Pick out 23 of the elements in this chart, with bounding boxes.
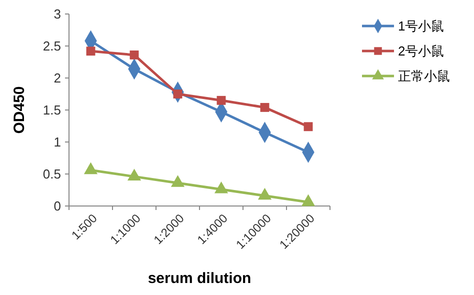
legend-label: 2号小鼠 [398,44,444,59]
y-tick-label: 0.5 [42,166,61,182]
point [170,175,185,187]
x-axis-title: serum dilution [148,270,252,287]
point [127,168,142,180]
y-tick-label: 2 [54,70,61,86]
y-axis-title: OD450 [11,86,28,134]
point [130,50,139,60]
point [214,182,228,194]
y-tick-label: 0 [54,198,61,214]
y-tick-label: 2.5 [42,38,61,54]
legend-label: 正常小鼠 [398,68,450,84]
y-tick-label: 1 [54,134,61,150]
legend-label: 1号小鼠 [398,18,444,34]
point [216,96,226,105]
point [86,46,96,56]
y-tick-label: 1.5 [42,102,61,118]
point [260,102,270,112]
point [84,162,98,174]
point [258,188,272,200]
y-tick-label: 3 [54,6,61,22]
point [301,194,316,206]
point [304,122,313,132]
